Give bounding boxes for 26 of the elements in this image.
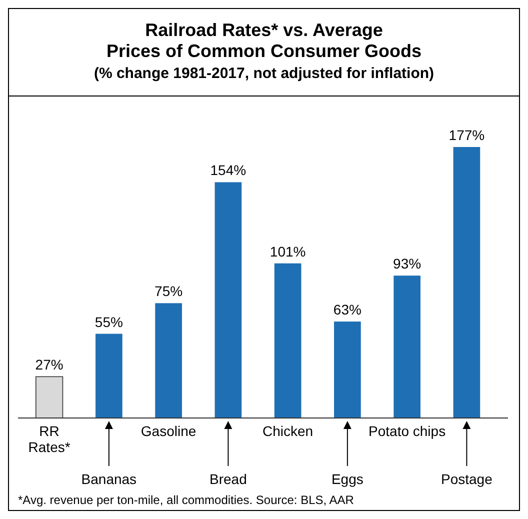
- text: *Avg. revenue per ton-mile, all commodities. Source: BLS, AAR: [18, 493, 354, 507]
- x-tick-label: Potato chips: [368, 423, 446, 439]
- data-label: 177%: [448, 127, 485, 143]
- chart-subtitle: (% change 1981-2017, not adjusted for inflation): [94, 65, 434, 82]
- x-tick-label: Postage: [441, 471, 493, 487]
- x-tick-label: RR Rates*: [28, 423, 71, 455]
- x-tick-label: Chicken: [262, 423, 314, 439]
- data-label: 55%: [94, 314, 123, 330]
- bar: [274, 263, 302, 418]
- bar: [394, 276, 420, 418]
- x-tick-label: Gasoline: [140, 423, 196, 439]
- x-tick-label: Eggs: [331, 471, 364, 487]
- x-tick-label: Bread: [210, 471, 247, 487]
- bar: [155, 303, 182, 418]
- data-label: 75%: [154, 283, 183, 300]
- data-label: 154%: [210, 162, 246, 178]
- chart-title: Railroad Rates* vs. Average Prices of Common Consumer Goods: [106, 20, 422, 61]
- data-label: 27%: [35, 356, 64, 373]
- bar: [453, 147, 480, 418]
- bar: [96, 334, 122, 418]
- data-label: 101%: [270, 243, 306, 260]
- bar: [214, 182, 242, 418]
- x-tick-label: Bananas: [81, 471, 137, 487]
- data-label: 63%: [333, 302, 362, 318]
- bar: [334, 322, 361, 418]
- data-label: 93%: [393, 256, 422, 272]
